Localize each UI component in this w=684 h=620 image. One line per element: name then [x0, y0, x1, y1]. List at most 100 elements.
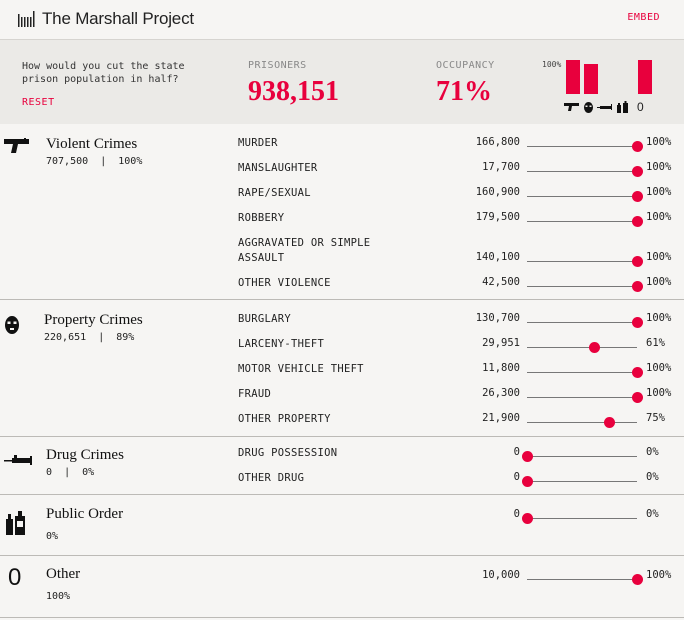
row-assault: AGGRAVATED OR SIMPLE ASSAULT 140,100 100…	[0, 236, 684, 276]
slider-track[interactable]	[527, 146, 637, 147]
category-title: Other	[46, 566, 81, 582]
category-property-crimes: Property Crimes 220,651 | 89% BURGLARY 1…	[0, 300, 684, 437]
logo[interactable]: The Marshall Project	[18, 9, 194, 29]
question-text: How would you cut the state prison popul…	[22, 61, 185, 85]
row-value: 160,900	[475, 186, 520, 198]
slider-handle[interactable]	[631, 317, 643, 328]
logo-bars-icon	[18, 11, 35, 27]
row-other-property: OTHER PROPERTY 21,900 75%	[0, 412, 684, 437]
mini-chart-pct-label: 100%	[542, 60, 562, 69]
slider-track[interactable]	[527, 579, 637, 580]
slider-handle[interactable]	[521, 476, 533, 487]
slider-handle[interactable]	[631, 574, 643, 585]
category-pct: 100%	[46, 591, 71, 602]
slider-handle[interactable]	[631, 367, 643, 378]
top-bar: The Marshall Project EMBED	[0, 0, 684, 40]
row-burglary: BURGLARY 130,700 100%	[0, 312, 684, 337]
category-summary: 220,651 | 89%	[44, 332, 135, 343]
row-label-line2: ASSAULT	[238, 252, 285, 264]
row-value: 179,500	[475, 211, 520, 223]
row-pct: 0%	[646, 446, 659, 458]
row-other-violence: OTHER VIOLENCE 42,500 100%	[0, 276, 684, 301]
row-pct: 100%	[646, 161, 672, 173]
row-pct: 100%	[646, 387, 672, 399]
category-title: Violent Crimes	[46, 136, 138, 152]
logo-text: The Marshall Project	[42, 9, 194, 28]
slider-handle[interactable]	[604, 417, 615, 428]
prisoners-value: 938,151	[248, 76, 339, 107]
row-value: 21,900	[482, 412, 520, 424]
row-label: OTHER PROPERTY	[238, 413, 331, 425]
mini-chart-zero: 0	[637, 100, 644, 114]
slider-track[interactable]	[527, 456, 637, 457]
mini-mask-icon	[584, 101, 593, 113]
row-label: AGGRAVATED OR SIMPLE	[238, 237, 371, 249]
category-summary: 0 | 0%	[46, 467, 95, 478]
occupancy-value: 71%	[436, 76, 492, 107]
category-count: 220,651	[44, 332, 87, 343]
row-pct: 100%	[646, 569, 672, 581]
gun-icon	[4, 138, 29, 153]
slider-track[interactable]	[527, 422, 637, 423]
row-pct: 0%	[646, 471, 659, 483]
row-value: 0	[513, 446, 520, 458]
row-pct: 0%	[646, 508, 659, 520]
row-pct: 100%	[646, 211, 672, 223]
mini-bar-property	[584, 64, 598, 94]
occupancy-label: OCCUPANCY	[436, 60, 495, 71]
slider-track[interactable]	[527, 171, 637, 172]
row-label: DRUG POSSESSION	[238, 447, 338, 459]
category-count: 707,500	[46, 156, 89, 167]
slider-track[interactable]	[527, 221, 637, 222]
row-value: 166,800	[475, 136, 520, 148]
slider-handle[interactable]	[521, 451, 533, 462]
row-value: 26,300	[482, 387, 520, 399]
row-value: 29,951	[482, 337, 520, 349]
zero-icon: 0	[8, 564, 22, 591]
row-pct: 100%	[646, 312, 672, 324]
slider-track[interactable]	[527, 481, 637, 482]
row-larceny-theft: LARCENY-THEFT 29,951 61%	[0, 337, 684, 362]
slider-track[interactable]	[527, 347, 637, 348]
category-drug-crimes: Drug Crimes 0 | 0% DRUG POSSESSION 0 0% …	[0, 437, 684, 495]
row-value: 140,100	[475, 251, 520, 263]
slider-track[interactable]	[527, 261, 637, 262]
category-pct: 89%	[116, 332, 135, 343]
slider-track[interactable]	[527, 397, 637, 398]
slider-handle[interactable]	[631, 191, 643, 202]
category-pct: 0%	[82, 467, 95, 478]
slider-track[interactable]	[527, 372, 637, 373]
mini-gun-icon	[564, 103, 579, 111]
row-pct: 100%	[646, 186, 672, 198]
slider-handle[interactable]	[631, 166, 643, 177]
slider-track[interactable]	[527, 196, 637, 197]
row-motor-vehicle-theft: MOTOR VEHICLE THEFT 11,800 100%	[0, 362, 684, 387]
slider-handle[interactable]	[631, 256, 643, 267]
row-manslaughter: MANSLAUGHTER 17,700 100%	[0, 161, 684, 186]
slider-track[interactable]	[527, 286, 637, 287]
slider-handle[interactable]	[521, 513, 533, 524]
row-label: FRAUD	[238, 388, 272, 400]
reset-button[interactable]: RESET	[22, 97, 55, 108]
slider-handle[interactable]	[631, 392, 643, 403]
slider-handle[interactable]	[631, 216, 643, 227]
mini-chart: 100% 0	[540, 58, 670, 138]
row-pct: 75%	[646, 412, 665, 424]
category-summary: 707,500 | 100%	[46, 156, 143, 167]
category-other: 0 Other 100% 10,000 100%	[0, 556, 684, 618]
slider-handle[interactable]	[588, 342, 600, 353]
embed-button[interactable]: EMBED	[627, 12, 660, 23]
mini-syringe-icon	[597, 104, 612, 110]
row-label: ROBBERY	[238, 212, 285, 224]
category-pct: 100%	[118, 156, 143, 167]
row-label: OTHER DRUG	[238, 472, 305, 484]
slider-track[interactable]	[527, 322, 637, 323]
category-title: Property Crimes	[44, 312, 143, 328]
row-value: 130,700	[475, 312, 520, 324]
slider-track[interactable]	[527, 518, 637, 519]
row-label: BURGLARY	[238, 313, 291, 325]
row-pct: 100%	[646, 276, 672, 288]
mini-bottles-icon	[617, 101, 628, 113]
slider-handle[interactable]	[631, 281, 643, 292]
slider-handle[interactable]	[631, 141, 643, 152]
